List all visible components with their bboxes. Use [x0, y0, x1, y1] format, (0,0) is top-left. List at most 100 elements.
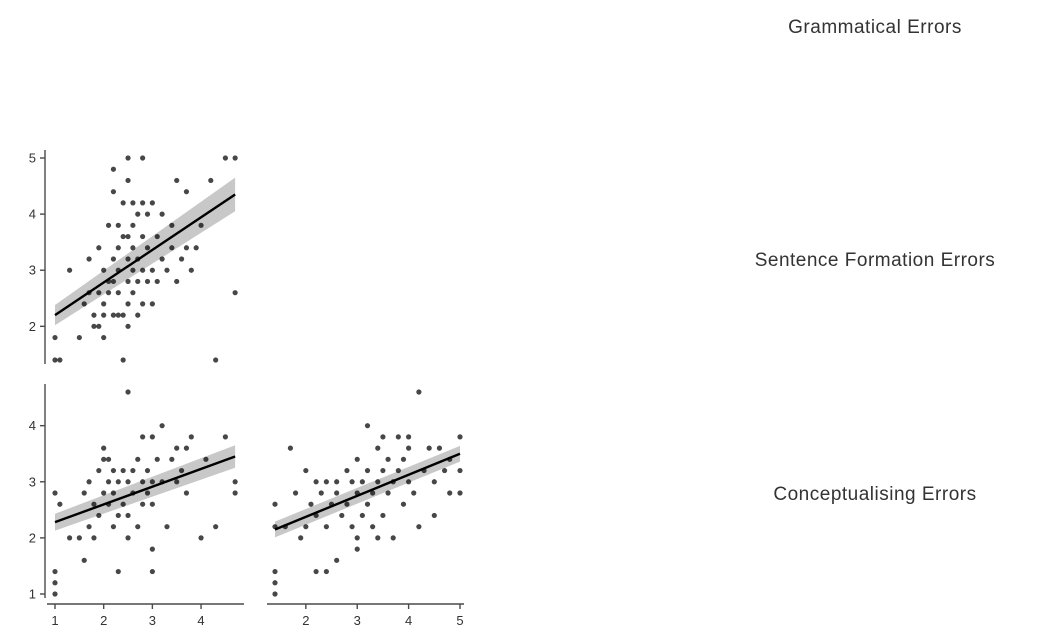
data-point: [334, 557, 340, 563]
data-point: [101, 456, 107, 462]
y-tick-label: 4: [29, 418, 36, 433]
data-point: [110, 189, 117, 195]
data-point: [457, 467, 463, 474]
data-point: [349, 524, 355, 530]
data-point: [174, 177, 180, 184]
data-point: [208, 177, 214, 184]
data-point: [178, 256, 185, 262]
data-point: [57, 357, 63, 363]
x-tick-label: 1: [51, 613, 58, 628]
data-point: [159, 256, 165, 262]
panel-conceptualising-vs-grammatical: 1 2 3 4 1 2 3 4: [29, 384, 244, 628]
data-point: [115, 245, 121, 251]
data-point: [447, 490, 453, 496]
data-point: [169, 245, 175, 251]
data-point: [149, 267, 155, 273]
data-point: [272, 568, 278, 575]
data-point: [174, 445, 180, 451]
data-point: [110, 278, 117, 285]
data-point: [298, 535, 304, 541]
x-tick-label: 2: [100, 613, 107, 628]
data-point: [120, 467, 126, 474]
data-point: [318, 490, 324, 496]
data-point: [380, 434, 386, 440]
data-point: [115, 568, 121, 575]
data-point: [125, 233, 131, 240]
data-point: [164, 267, 170, 273]
data-point: [359, 479, 365, 485]
data-point: [135, 524, 141, 530]
data-point: [130, 200, 136, 206]
data-point: [81, 490, 87, 496]
confidence-band: [55, 445, 236, 531]
confidence-band: [55, 177, 236, 326]
data-point: [416, 389, 422, 395]
data-point: [375, 479, 381, 485]
data-point: [125, 323, 131, 329]
data-point: [144, 278, 151, 285]
x-tick-label: 4: [405, 613, 412, 628]
data-point: [287, 445, 294, 451]
data-point: [120, 200, 126, 206]
data-point: [395, 467, 401, 474]
x-tick-label: 3: [149, 613, 156, 628]
data-point: [120, 312, 126, 318]
data-point: [457, 434, 463, 440]
data-point: [110, 256, 117, 262]
data-point: [406, 479, 412, 485]
data-point: [159, 423, 165, 429]
data-point: [323, 479, 329, 485]
data-point: [96, 245, 102, 251]
data-point: [334, 490, 340, 496]
data-point: [52, 490, 58, 496]
data-point: [183, 189, 190, 195]
x-tick-label: 2: [302, 613, 309, 628]
data-point: [375, 535, 381, 541]
data-point: [52, 568, 58, 575]
data-point: [101, 267, 107, 273]
data-point: [188, 434, 194, 440]
data-point: [91, 535, 97, 541]
data-point: [144, 490, 151, 496]
data-point: [193, 245, 199, 251]
data-point: [385, 456, 391, 462]
data-point: [91, 501, 97, 507]
panel-sentence-vs-grammatical: 2 3 4 5: [29, 150, 238, 364]
y-tick-label: 3: [29, 263, 36, 278]
data-point: [183, 445, 190, 451]
data-point: [149, 479, 155, 485]
data-point: [154, 278, 160, 285]
data-point: [125, 155, 131, 161]
data-point: [272, 580, 278, 586]
data-point: [76, 334, 82, 341]
data-point: [183, 245, 190, 251]
data-point: [140, 200, 146, 206]
y-tick-label: 4: [29, 207, 36, 222]
data-point: [213, 524, 219, 530]
data-point: [188, 267, 194, 273]
data-point: [431, 479, 437, 485]
data-point: [52, 580, 58, 586]
data-point: [67, 267, 73, 273]
data-point: [140, 301, 146, 307]
data-point: [115, 512, 121, 519]
data-point: [110, 312, 117, 318]
data-point: [140, 233, 146, 240]
data-point: [125, 301, 131, 307]
data-point: [334, 479, 340, 485]
data-point: [130, 290, 136, 296]
data-point: [164, 524, 170, 530]
data-point: [232, 479, 238, 485]
data-point: [426, 445, 432, 451]
data-point: [110, 467, 117, 474]
data-point: [144, 245, 151, 251]
data-point: [198, 222, 204, 228]
data-point: [370, 524, 376, 530]
data-point: [411, 490, 417, 496]
data-point: [198, 535, 204, 541]
data-point: [125, 512, 131, 519]
data-point: [203, 456, 209, 462]
regression-line: [274, 452, 461, 531]
data-point: [232, 290, 238, 296]
